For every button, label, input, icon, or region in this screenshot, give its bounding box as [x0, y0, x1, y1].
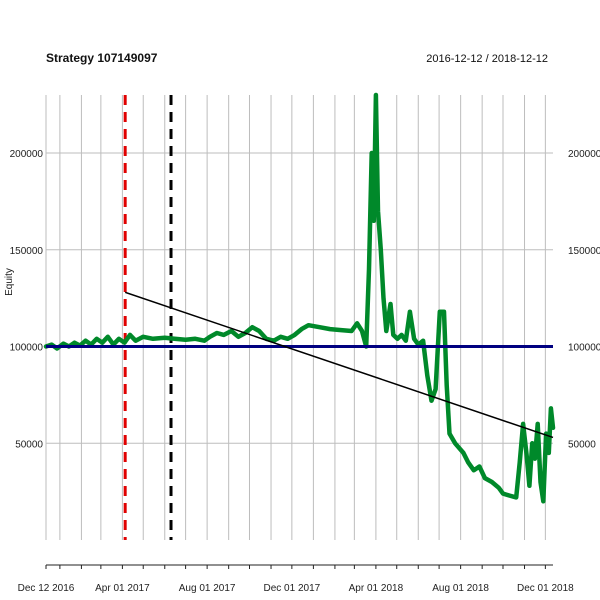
y-tick-label-right: 100000 — [568, 343, 600, 354]
y-tick-label-right: 150000 — [568, 246, 600, 257]
axes: Dec 12 2016 Apr 01 2017 Aug 01 2017 Dec 01 … — [10, 149, 600, 594]
equity-line — [43, 92, 556, 504]
y-tick-label-right: 50000 — [568, 439, 596, 450]
chart-date-range: 2016-12-12 / 2018-12-12 — [426, 53, 548, 65]
x-tick-label: Apr 01 2017 — [95, 583, 150, 594]
chart-title: Strategy 107149097 — [46, 51, 158, 65]
x-tick-label: Dec 12 2016 — [18, 583, 75, 594]
y-tick-label-left: 100000 — [10, 343, 44, 354]
trend-line — [124, 291, 554, 439]
y-tick-label-left: 150000 — [10, 246, 44, 257]
y-tick-label-right: 200000 — [568, 149, 600, 160]
y-tick-label-left: 50000 — [15, 439, 43, 450]
y-tick-label-left: 200000 — [10, 149, 44, 160]
trend-line-group — [46, 291, 554, 439]
grid-lines — [45, 95, 553, 540]
x-tick-label: Aug 01 2018 — [432, 583, 489, 594]
y-axis-label: Equity — [4, 268, 15, 296]
equity-series — [43, 92, 556, 504]
x-tick-label: Aug 01 2017 — [179, 583, 236, 594]
x-tick-label: Dec 01 2017 — [264, 583, 321, 594]
reference-lines — [123, 95, 173, 540]
x-tick-label: Apr 01 2018 — [349, 583, 404, 594]
x-tick-label: Dec 01 2018 — [517, 583, 574, 594]
